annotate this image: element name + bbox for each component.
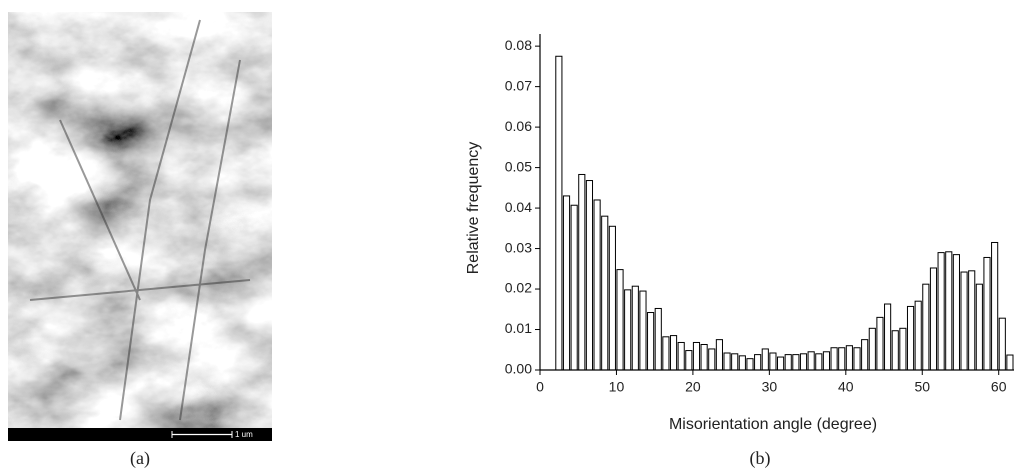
bar xyxy=(562,195,571,371)
bar xyxy=(593,199,601,371)
y-tick-label: 0.07 xyxy=(505,77,532,93)
y-tick-label: 0.04 xyxy=(505,199,532,215)
bar xyxy=(654,307,662,371)
bar xyxy=(555,55,563,371)
bar xyxy=(845,345,853,371)
x-tick-label: 60 xyxy=(991,379,1007,395)
bar xyxy=(669,335,678,371)
panel-caption: (a) xyxy=(130,448,150,469)
y-tick-label: 0.01 xyxy=(505,320,532,336)
bar xyxy=(715,339,723,371)
bar xyxy=(754,354,762,371)
micrograph: 1 um xyxy=(8,12,272,441)
bar xyxy=(746,358,754,371)
bar xyxy=(624,289,632,371)
bar xyxy=(914,300,922,371)
y-tick-label: 0.02 xyxy=(505,280,532,296)
micrograph-texture xyxy=(8,12,272,428)
x-tick-label: 20 xyxy=(685,379,701,395)
y-tick-label: 0.06 xyxy=(505,118,532,134)
bar xyxy=(692,341,701,371)
bar xyxy=(884,303,892,371)
bar xyxy=(838,347,846,371)
bar xyxy=(853,347,861,371)
bar xyxy=(685,350,693,371)
x-tick-label: 50 xyxy=(914,379,930,395)
scale-bar-label: 1 um xyxy=(235,430,253,439)
bar xyxy=(738,355,746,371)
bar xyxy=(677,341,685,371)
grain-boundaries xyxy=(29,19,251,421)
bar xyxy=(731,353,739,371)
bar xyxy=(769,352,777,371)
bar xyxy=(861,339,869,371)
bar xyxy=(937,252,945,371)
bar xyxy=(631,285,639,371)
bar xyxy=(815,353,823,371)
y-tick-label: 0.08 xyxy=(505,37,532,53)
x-tick-label: 30 xyxy=(762,379,778,395)
bar xyxy=(608,225,616,371)
bar xyxy=(929,267,938,371)
x-axis-title: Misorientation angle (degree) xyxy=(669,416,877,433)
bar xyxy=(868,327,876,371)
x-tick-label: 0 xyxy=(536,379,544,395)
bar xyxy=(830,347,838,371)
bar xyxy=(647,312,655,371)
bar xyxy=(899,327,907,371)
bar xyxy=(639,290,647,371)
panel-caption: (b) xyxy=(750,448,771,469)
bar xyxy=(708,348,716,371)
bar xyxy=(799,353,808,371)
bar xyxy=(807,351,815,371)
bar xyxy=(1006,354,1014,371)
bar xyxy=(822,351,831,371)
y-tick-label: 0.03 xyxy=(505,239,532,255)
x-tick-label: 40 xyxy=(838,379,854,395)
y-axis-title: Relative frequency xyxy=(465,142,482,275)
bar xyxy=(601,215,609,371)
bar xyxy=(700,343,708,371)
bar xyxy=(578,173,586,371)
bar xyxy=(723,352,731,371)
y-tick-label: 0.00 xyxy=(505,361,532,377)
bar xyxy=(983,256,991,371)
bar xyxy=(891,330,899,371)
bar xyxy=(662,336,670,371)
bar xyxy=(922,283,930,371)
bar xyxy=(998,317,1006,371)
bar xyxy=(968,270,976,371)
scale-bar-strip xyxy=(8,428,272,441)
bar xyxy=(876,316,884,371)
bar xyxy=(945,251,953,371)
bar xyxy=(792,354,800,371)
bar xyxy=(761,348,769,371)
bar xyxy=(777,356,785,371)
bar xyxy=(616,269,624,371)
bar xyxy=(906,305,915,371)
bar xyxy=(952,254,960,371)
y-tick-label: 0.05 xyxy=(505,158,532,174)
bar xyxy=(585,180,594,371)
bar xyxy=(975,283,983,371)
bar xyxy=(960,271,968,371)
bar xyxy=(570,204,578,371)
bar xyxy=(991,241,999,371)
x-tick-label: 10 xyxy=(609,379,625,395)
bar xyxy=(784,354,792,371)
